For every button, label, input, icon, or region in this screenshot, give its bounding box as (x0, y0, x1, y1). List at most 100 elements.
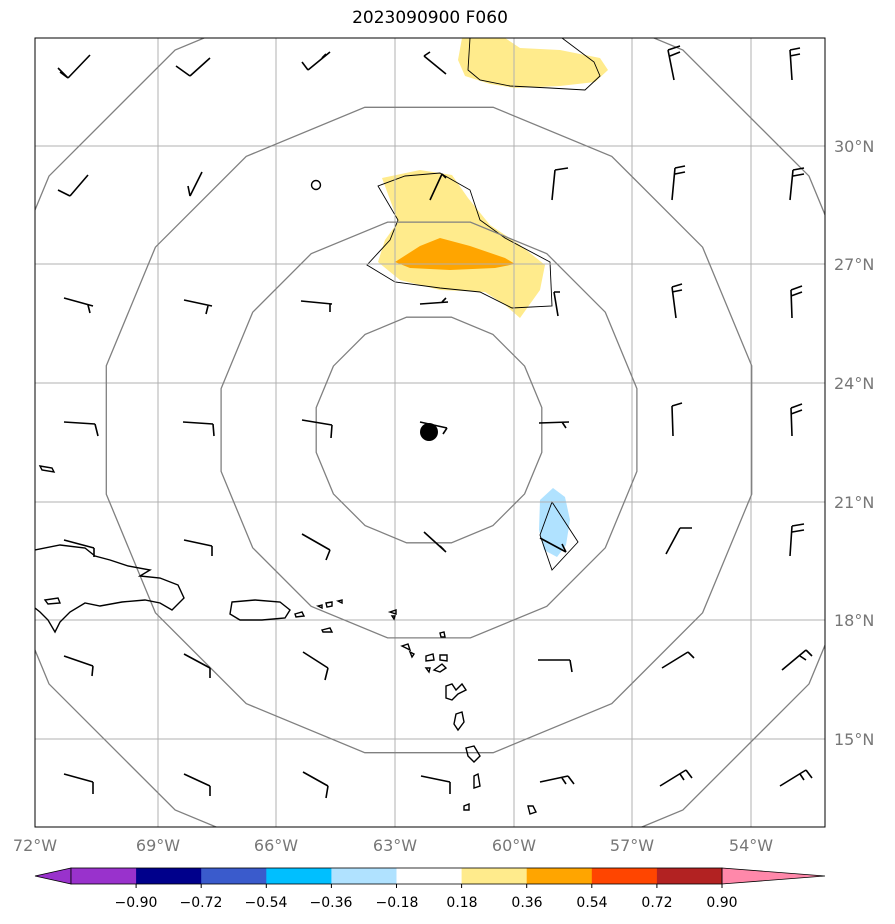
western-islet (38, 465, 56, 473)
colorbar-tick-label: −0.36 (310, 895, 353, 911)
colorbar-segment (331, 868, 397, 884)
st-vincent-barbados (463, 802, 537, 815)
negative-shading (539, 488, 570, 557)
wind-barb (183, 773, 211, 796)
colorbar-tick-label: 0.72 (641, 895, 672, 911)
barbuda-islet (439, 631, 446, 638)
colorbar-segment (591, 868, 658, 884)
wind-barb (661, 651, 695, 669)
lon-label: 60°W (492, 836, 536, 855)
wind-barb (539, 537, 567, 553)
wind-barb (538, 659, 573, 673)
wind-barbs (57, 45, 813, 799)
storm-center-marker (420, 423, 438, 441)
colorbar-tick-label: −0.18 (376, 895, 419, 911)
wind-barb (551, 167, 569, 201)
colorbar-extend-high (721, 867, 826, 885)
range-rings (35, 38, 825, 827)
colorbar-labels: −0.90 −0.72 −0.54 −0.36 −0.18 0.18 0.36 … (115, 895, 738, 911)
colorbar-tick-label: 0.54 (576, 895, 607, 911)
wind-barb (781, 649, 813, 671)
colorbar-segment (201, 868, 267, 884)
wind-barb (671, 283, 683, 319)
wind-barb (302, 651, 329, 681)
lat-label: 18°N (834, 611, 874, 630)
map-plot-area (35, 38, 825, 827)
colorbar-tick-label: −0.90 (115, 895, 158, 911)
lon-label: 66°W (254, 836, 298, 855)
orange-shading (395, 238, 515, 270)
wind-barb (420, 775, 451, 794)
range-ring (35, 38, 825, 827)
range-ring (105, 106, 753, 754)
wind-barb (187, 171, 203, 197)
lat-label: 27°N (834, 255, 874, 274)
coastlines (35, 465, 537, 815)
colorbar-segment (136, 868, 202, 884)
wind-barb (302, 771, 329, 799)
wind-barb (182, 421, 215, 437)
map-title: 2023090900 F060 (352, 8, 508, 28)
wind-barb (665, 527, 692, 555)
colorbar-tick-label: 0.18 (446, 895, 477, 911)
wind-barb (790, 403, 803, 437)
wind-barb (300, 300, 333, 312)
puerto-rico-coast (229, 599, 291, 621)
anguilla-islet (320, 627, 334, 633)
wind-barb (301, 51, 331, 71)
contour-central (366, 172, 553, 309)
contour-south (539, 500, 579, 571)
wind-barb (183, 653, 211, 678)
wind-barb (301, 419, 333, 439)
wind-barb (667, 45, 681, 81)
wind-barb (779, 769, 813, 787)
wind-barb (538, 421, 570, 429)
martinique-st-lucia (465, 745, 481, 789)
wind-barb (659, 769, 693, 787)
colorbar-segment (656, 868, 723, 884)
virgin-islands (294, 599, 343, 618)
wind-barb (175, 57, 211, 77)
wind-barb (553, 291, 560, 317)
lat-label: 21°N (834, 493, 874, 512)
hispaniola-west-islet (43, 597, 62, 605)
lon-label: 72°W (13, 836, 57, 855)
wind-barb (183, 539, 213, 556)
wind-barb (423, 531, 447, 553)
wind-barb (57, 54, 91, 79)
lat-label: 30°N (834, 137, 874, 156)
wind-barb (671, 165, 686, 201)
colorbar-tick-label: 0.90 (706, 895, 737, 911)
positive-shading-north (458, 38, 608, 88)
colorbar-tick-label: −0.72 (180, 895, 223, 911)
wind-barb (789, 523, 805, 557)
colorbar-segment (396, 868, 463, 884)
wind-barb (419, 297, 449, 305)
colorbar-segment (461, 868, 528, 884)
wind-barb (789, 167, 805, 201)
wind-barb (301, 533, 331, 561)
hispaniola-coast (35, 544, 185, 634)
lon-label: 57°W (610, 836, 654, 855)
calm-wind-circle (310, 179, 322, 191)
lon-label: 54°W (729, 836, 773, 855)
colorbar (34, 867, 826, 888)
guadeloupe-dominica (445, 682, 468, 732)
colorbar-segment (526, 868, 593, 884)
wind-barb (63, 539, 95, 557)
wind-barb (63, 655, 94, 677)
wind-barb (57, 174, 89, 197)
contour-north (467, 38, 601, 91)
wind-barb (183, 299, 213, 315)
wind-barb (539, 775, 575, 785)
colorbar-tick-label: −0.54 (245, 895, 288, 911)
wind-barb (63, 297, 94, 314)
wind-barb (63, 421, 99, 437)
lat-label: 24°N (834, 374, 874, 393)
wind-barb (789, 47, 801, 81)
wind-barb (63, 773, 94, 794)
range-ring (220, 221, 638, 639)
lon-label: 63°W (373, 836, 417, 855)
colorbar-extend-low (34, 867, 72, 885)
